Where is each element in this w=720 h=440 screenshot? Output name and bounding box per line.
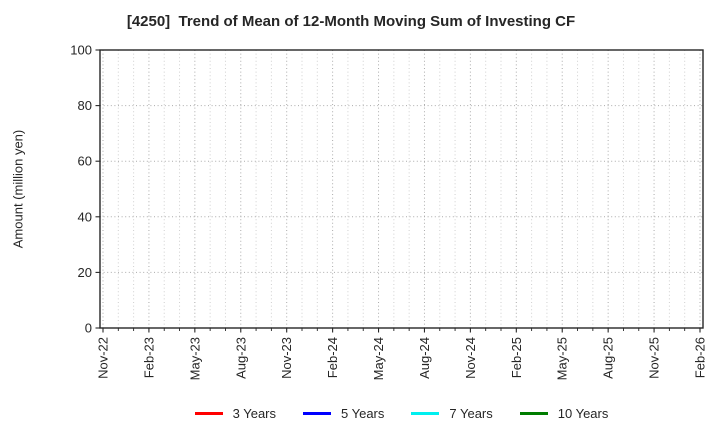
x-tick-label: May-23 xyxy=(187,337,202,380)
legend-label: 3 Years xyxy=(232,405,276,421)
x-tick-label: Nov-22 xyxy=(96,337,111,379)
y-tick-label: 40 xyxy=(78,209,92,224)
x-tick-label: Nov-24 xyxy=(463,337,478,379)
legend-line-swatch xyxy=(303,411,331,415)
x-tick-label: Feb-26 xyxy=(693,337,708,378)
y-tick-label: 80 xyxy=(78,98,92,113)
x-tick-label: May-25 xyxy=(555,337,570,380)
legend-line-swatch xyxy=(194,411,223,415)
legend-line-swatch xyxy=(411,411,440,415)
legend-label: 10 Years xyxy=(557,405,609,421)
chart-title: [4250] Trend of Mean of 12-Month Moving … xyxy=(126,13,576,30)
legend-item: 7 Years xyxy=(411,405,493,421)
x-tick-label: Feb-25 xyxy=(509,337,524,378)
x-tick-label: Aug-25 xyxy=(601,337,616,379)
legend-item: 10 Years xyxy=(519,405,609,421)
plot-border xyxy=(99,49,704,329)
y-tick-label: 60 xyxy=(78,154,92,169)
legend-item: 3 Years xyxy=(194,405,276,421)
legend-label: 5 Years xyxy=(341,405,385,421)
legend-label: 7 Years xyxy=(449,405,493,421)
legend-line-swatch xyxy=(519,411,548,415)
x-tick-label: May-24 xyxy=(371,337,386,380)
legend: 3 Years 5 Years 7 Years 10 Years xyxy=(100,403,703,423)
x-tick-label: Aug-23 xyxy=(233,337,248,379)
y-tick-label: 0 xyxy=(85,321,92,336)
x-tick-label: Feb-24 xyxy=(325,337,340,378)
x-tick-label: Nov-25 xyxy=(647,337,662,379)
x-tick-label: Nov-23 xyxy=(279,337,294,379)
y-tick-label: 20 xyxy=(78,265,92,280)
x-tick-label: Feb-23 xyxy=(141,337,156,378)
y-tick-label: 100 xyxy=(70,43,92,58)
legend-item: 5 Years xyxy=(303,406,384,421)
x-tick-label: Aug-24 xyxy=(417,337,432,379)
